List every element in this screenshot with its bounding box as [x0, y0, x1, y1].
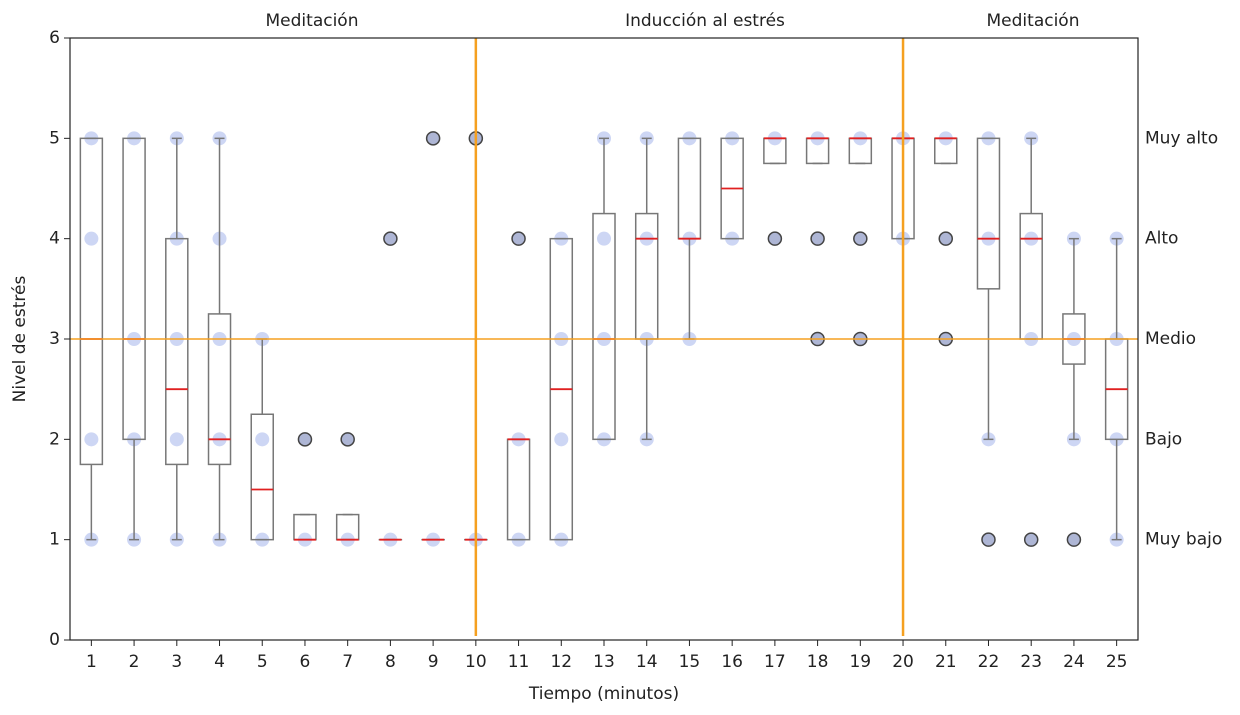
x-axis-label: Tiempo (minutos): [528, 684, 679, 704]
y-tick-label: 2: [49, 429, 60, 449]
x-tick-label: 18: [807, 652, 829, 672]
x-tick-label: 21: [935, 652, 957, 672]
box: [79, 137, 104, 466]
outlier: [810, 231, 825, 246]
x-tick-label: 20: [892, 652, 914, 672]
data-point: [1066, 532, 1081, 547]
box: [207, 313, 232, 466]
data-point: [597, 231, 611, 246]
data-point: [1024, 532, 1039, 547]
plot-frame: [69, 37, 1139, 641]
y-tick-label: 1: [49, 530, 60, 550]
x-tick-label: 23: [1020, 652, 1042, 672]
x-tick-label: 6: [300, 652, 311, 672]
level-label: Medio: [1145, 329, 1196, 349]
outlier: [425, 131, 441, 146]
box: [506, 438, 531, 541]
x-tick-label: 25: [1106, 652, 1128, 672]
level-label: Muy alto: [1145, 128, 1218, 148]
data-point: [810, 231, 825, 246]
box: [592, 212, 616, 441]
x-tick-label: 5: [257, 652, 268, 672]
outlier: [938, 231, 954, 246]
x-tick-label: 7: [342, 652, 353, 672]
data-point: [84, 231, 99, 246]
x-tick-label: 22: [978, 652, 1000, 672]
outlier: [981, 532, 996, 547]
x-tick-label: 4: [214, 652, 225, 672]
x-tick-label: 15: [679, 652, 701, 672]
y-tick-label: 6: [49, 28, 60, 48]
outlier: [853, 231, 868, 246]
outlier: [1023, 532, 1039, 547]
box: [250, 413, 274, 541]
x-tick-label: 17: [764, 652, 786, 672]
x-tick-label: 2: [129, 652, 140, 672]
data-point: [853, 231, 868, 246]
outlier: [511, 231, 526, 246]
data-point: [340, 432, 355, 447]
data-point: [169, 432, 184, 447]
outlier: [340, 432, 355, 447]
data-point: [938, 231, 953, 246]
x-tick-label: 9: [428, 652, 439, 672]
outlier: [1066, 532, 1082, 547]
data-point: [297, 432, 312, 447]
x-tick-label: 16: [721, 652, 743, 672]
y-axis-label: Nivel de estrés: [10, 276, 30, 403]
x-tick-label: 24: [1063, 652, 1085, 672]
x-tick-label: 10: [465, 652, 487, 672]
outlier: [297, 432, 313, 447]
x-tick-label: 8: [385, 652, 396, 672]
data-point: [383, 231, 398, 246]
y-tick-label: 4: [49, 229, 60, 249]
data-point: [84, 432, 99, 447]
box: [677, 137, 702, 240]
outlier: [767, 231, 783, 246]
box: [976, 137, 1001, 290]
level-label: Muy bajo: [1145, 530, 1222, 550]
phase-label: Meditación: [987, 11, 1080, 31]
x-tick-label: 13: [593, 652, 615, 672]
data-point: [554, 432, 569, 447]
box: [165, 237, 189, 466]
x-tick-label: 14: [636, 652, 658, 672]
y-tick-label: 5: [49, 128, 60, 148]
box: [122, 137, 146, 441]
data-point: [255, 432, 270, 447]
x-tick-label: 1: [86, 652, 97, 672]
x-tick-label: 12: [550, 652, 572, 672]
outlier: [383, 231, 398, 246]
data-point: [767, 231, 782, 246]
y-tick-label: 0: [49, 630, 60, 650]
phase-label: Meditación: [266, 11, 359, 31]
x-tick-label: 19: [849, 652, 871, 672]
phase-label: Inducción al estrés: [625, 11, 785, 31]
data-point: [426, 131, 441, 146]
level-label: Alto: [1145, 229, 1178, 249]
x-tick-label: 3: [171, 652, 182, 672]
data-point: [981, 532, 996, 547]
y-tick-label: 3: [49, 329, 60, 349]
level-label: Bajo: [1145, 429, 1182, 449]
x-tick-label: 11: [508, 652, 530, 672]
data-point: [511, 231, 526, 246]
